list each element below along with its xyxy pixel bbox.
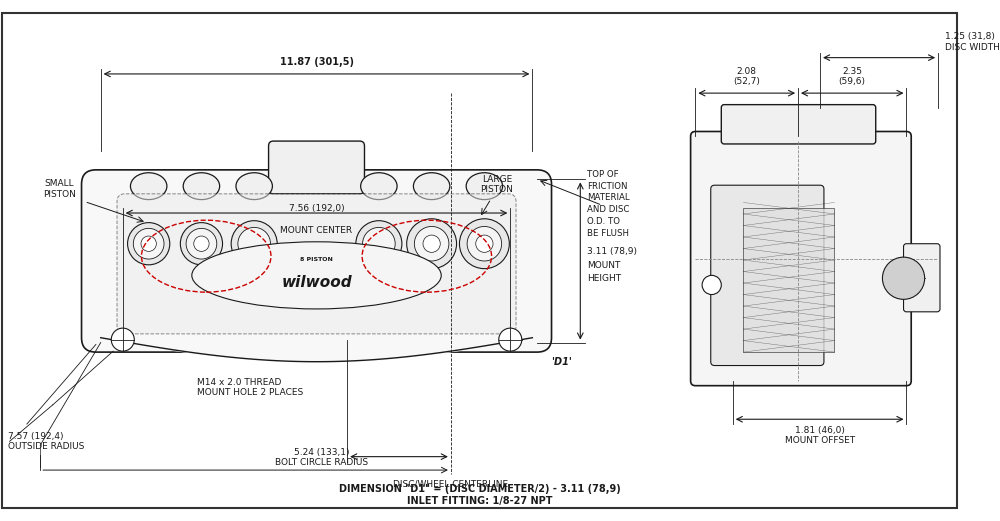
Circle shape	[459, 219, 509, 269]
Text: 7.57 (192,4)
OUTSIDE RADIUS: 7.57 (192,4) OUTSIDE RADIUS	[8, 432, 84, 451]
FancyBboxPatch shape	[691, 131, 911, 386]
Circle shape	[111, 328, 134, 351]
Circle shape	[407, 219, 457, 269]
Ellipse shape	[130, 173, 167, 200]
Circle shape	[423, 235, 440, 252]
Text: INLET FITTING: 1/8-27 NPT: INLET FITTING: 1/8-27 NPT	[407, 496, 552, 506]
Text: 11.87 (301,5): 11.87 (301,5)	[280, 57, 354, 67]
Circle shape	[180, 222, 223, 265]
Text: 3.11 (78,9): 3.11 (78,9)	[587, 247, 637, 256]
FancyBboxPatch shape	[117, 194, 516, 334]
Ellipse shape	[183, 173, 220, 200]
FancyBboxPatch shape	[711, 185, 824, 366]
FancyBboxPatch shape	[269, 141, 364, 194]
Text: M14 x 2.0 THREAD
MOUNT HOLE 2 PLACES: M14 x 2.0 THREAD MOUNT HOLE 2 PLACES	[197, 378, 303, 398]
Circle shape	[194, 236, 209, 252]
Ellipse shape	[361, 173, 397, 200]
Text: DIMENSION "D1" = (DISC DIAMETER/2) - 3.11 (78,9): DIMENSION "D1" = (DISC DIAMETER/2) - 3.1…	[339, 484, 620, 494]
Circle shape	[133, 228, 164, 259]
Circle shape	[141, 236, 156, 252]
Circle shape	[882, 257, 925, 300]
Text: LARGE
PISTON: LARGE PISTON	[480, 175, 513, 194]
Circle shape	[238, 227, 270, 260]
Bar	[743, 208, 834, 352]
Ellipse shape	[192, 242, 441, 309]
Circle shape	[499, 328, 522, 351]
Circle shape	[363, 227, 395, 260]
Circle shape	[476, 235, 493, 252]
Text: 1.81 (46,0)
MOUNT OFFSET: 1.81 (46,0) MOUNT OFFSET	[785, 426, 855, 445]
Text: 7.56 (192,0): 7.56 (192,0)	[289, 204, 344, 213]
Text: 2.35
(59,6): 2.35 (59,6)	[839, 67, 866, 86]
Text: MOUNT: MOUNT	[587, 261, 620, 270]
Ellipse shape	[236, 173, 272, 200]
Text: 5.24 (133,1)
BOLT CIRCLE RADIUS: 5.24 (133,1) BOLT CIRCLE RADIUS	[275, 448, 368, 467]
Text: MOUNT CENTER: MOUNT CENTER	[280, 227, 353, 235]
FancyBboxPatch shape	[904, 244, 940, 312]
Circle shape	[702, 276, 721, 294]
Circle shape	[414, 227, 449, 261]
Text: 2.08
(52,7): 2.08 (52,7)	[733, 67, 760, 86]
Circle shape	[231, 221, 277, 267]
Text: SMALL
PISTON: SMALL PISTON	[43, 179, 76, 199]
Text: 1.25 (31,8)
DISC WIDTH: 1.25 (31,8) DISC WIDTH	[945, 32, 1000, 52]
FancyBboxPatch shape	[721, 105, 876, 144]
Text: 8 PISTON: 8 PISTON	[300, 256, 333, 262]
FancyBboxPatch shape	[82, 170, 552, 352]
Text: TOP OF
FRICTION
MATERIAL
AND DISC
O.D. TO
BE FLUSH: TOP OF FRICTION MATERIAL AND DISC O.D. T…	[587, 170, 630, 238]
Text: HEIGHT: HEIGHT	[587, 274, 621, 283]
Circle shape	[186, 228, 217, 259]
Circle shape	[128, 222, 170, 265]
Circle shape	[467, 227, 502, 261]
Ellipse shape	[413, 173, 450, 200]
Ellipse shape	[466, 173, 503, 200]
Circle shape	[356, 221, 402, 267]
Text: 'D1': 'D1'	[551, 357, 572, 367]
Text: wilwood: wilwood	[281, 275, 352, 290]
Text: DISC/WHEEL CENTERLINE: DISC/WHEEL CENTERLINE	[393, 479, 508, 488]
